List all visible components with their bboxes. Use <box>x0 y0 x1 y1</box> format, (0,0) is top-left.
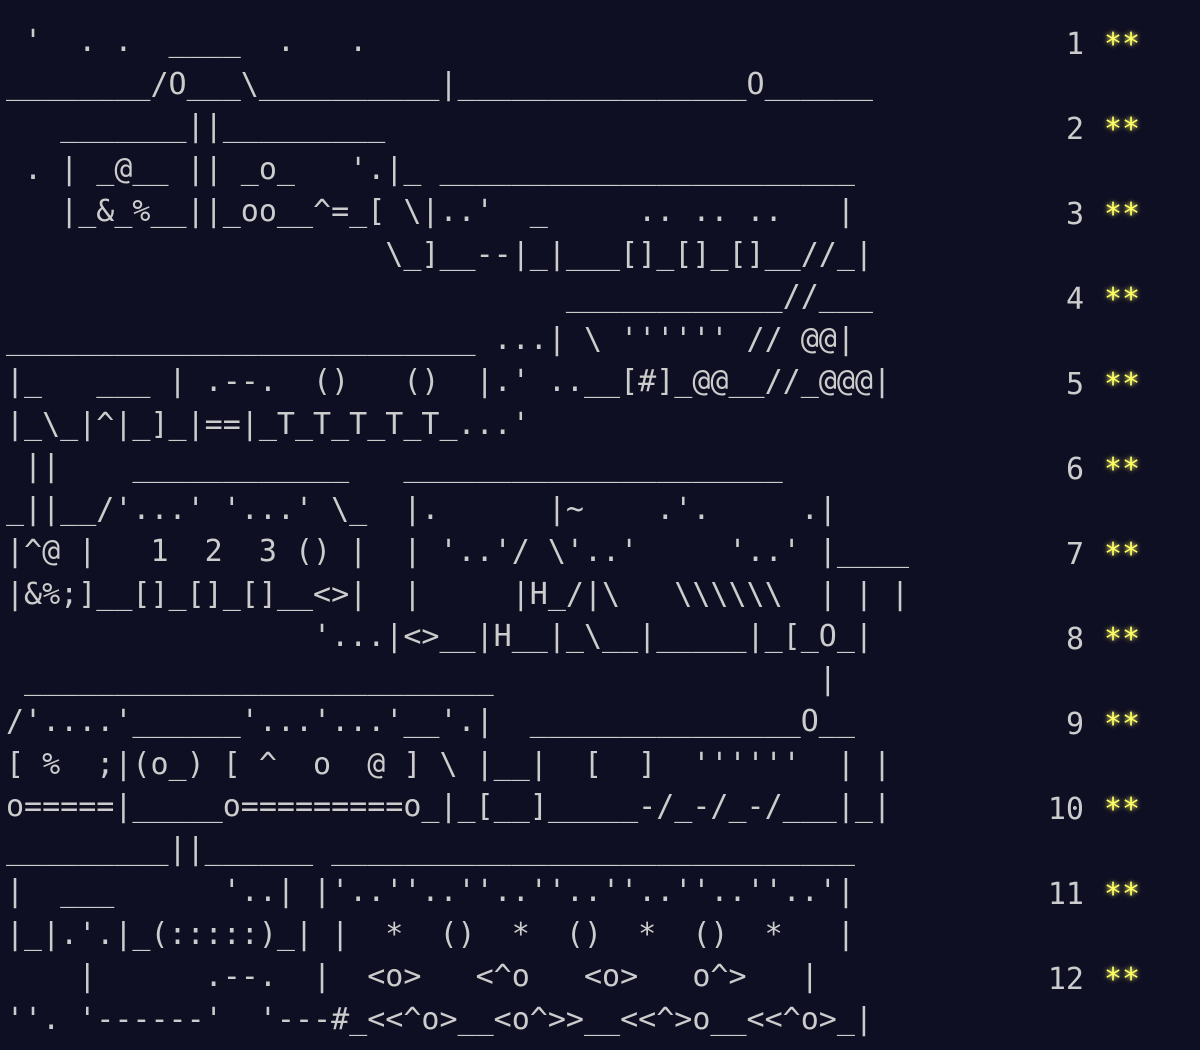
day-stars: ** <box>1104 282 1141 317</box>
art-line: | ___ '..| |'..''..''..''..''..''..''..'… <box>6 874 855 909</box>
art-line: [ % ;|(o_) [ ^ o @ ] \ |__| [ ] '''''' |… <box>6 746 892 782</box>
day-link-11[interactable]: 11 ** <box>1040 880 1140 965</box>
day-link-2[interactable]: 2 ** <box>1040 115 1140 200</box>
day-number: 5 <box>1065 367 1084 402</box>
art-line: \_]__--|_|___[]_[]_[]__//_| <box>6 236 873 272</box>
art-line: |^@ | 1 2 3 () | | '..'/ \'..' '..' |___… <box>6 534 910 569</box>
day-stars: ** <box>1104 877 1141 912</box>
day-number: 6 <box>1065 452 1084 487</box>
art-line: ' . . ____ . . <box>6 24 386 59</box>
day-stars: ** <box>1104 622 1141 657</box>
art-line: || ____________ _____________________ <box>6 449 783 484</box>
art-line: _______||_________ <box>6 109 386 144</box>
art-line: o=====|_____o=========o_|_[__]_____-/_-/… <box>6 789 892 824</box>
day-stars: ** <box>1104 962 1141 997</box>
art-line: '...|<>__|H__|_\__|_____|_[_O_| <box>6 619 873 654</box>
day-link-4[interactable]: 4 ** <box>1040 285 1140 370</box>
day-stars: ** <box>1104 112 1141 147</box>
day-number: 9 <box>1065 707 1084 742</box>
day-number: 2 <box>1065 112 1084 147</box>
day-link-10[interactable]: 10 ** <box>1040 795 1140 880</box>
day-number: 4 <box>1065 282 1084 317</box>
art-line: ''. '------' '---#_<<^o>__<o^>>__<<^>o__… <box>6 1001 873 1037</box>
day-list: 1 ** 2 ** 3 ** 4 ** 5 ** 6 ** 7 ** 8 ** 9 ** 10 ** 11 ** 12 ** <box>1040 30 1140 1050</box>
day-link-8[interactable]: 8 ** <box>1040 625 1140 710</box>
day-number: 7 <box>1065 537 1084 572</box>
day-stars: ** <box>1104 707 1141 742</box>
art-line: __________________________ | <box>6 661 837 697</box>
art-line: ____________//___ <box>6 279 873 314</box>
art-line: _||__/'...' '...' \_ |. |~ .'. .| <box>6 491 837 527</box>
art-line: _________||______ ______________________… <box>6 831 855 867</box>
art-line: |_&_%__||_oo__^=_[ \|..' _ .. .. .. | <box>6 194 855 229</box>
day-number: 8 <box>1065 622 1084 657</box>
day-link-9[interactable]: 9 ** <box>1040 710 1140 795</box>
day-number: 11 <box>1047 877 1084 912</box>
art-line: |_|.'.|_(:::::)_| | * () * () * () * | <box>6 916 855 952</box>
day-number: 12 <box>1047 962 1084 997</box>
day-stars: ** <box>1104 792 1141 827</box>
art-line: /'....'______'...'...'__'.| ____________… <box>6 704 855 739</box>
art-line: | .--. | <o> <^o <o> o^> | <box>6 959 819 994</box>
day-link-12[interactable]: 12 ** <box>1040 965 1140 1050</box>
day-stars: ** <box>1104 367 1141 402</box>
art-line: |_ ___ | .--. () () |.' ..__[#]_@@__//_@… <box>6 364 892 399</box>
art-line: . | _@__ || _o_ '.|_ ___________________… <box>6 151 855 187</box>
day-stars: ** <box>1104 197 1141 232</box>
day-stars: ** <box>1104 27 1141 62</box>
day-link-5[interactable]: 5 ** <box>1040 370 1140 455</box>
day-number: 3 <box>1065 197 1084 232</box>
day-stars: ** <box>1104 537 1141 572</box>
day-link-3[interactable]: 3 ** <box>1040 200 1140 285</box>
art-line: |&%;]__[]_[]_[]__<>| | |H_/|\ \\\\\\ | |… <box>6 576 910 612</box>
art-line: |_\_|^|_]_|==|_T_T_T_T_T_...' <box>6 406 530 442</box>
day-number: 10 <box>1047 792 1084 827</box>
day-stars: ** <box>1104 452 1141 487</box>
day-number: 1 <box>1065 27 1084 62</box>
art-line: ________/O___\__________|_______________… <box>6 66 873 102</box>
day-link-7[interactable]: 7 ** <box>1040 540 1140 625</box>
day-link-1[interactable]: 1 ** <box>1040 30 1140 115</box>
art-line: __________________________ ...| \ ''''''… <box>6 321 855 357</box>
day-link-6[interactable]: 6 ** <box>1040 455 1140 540</box>
